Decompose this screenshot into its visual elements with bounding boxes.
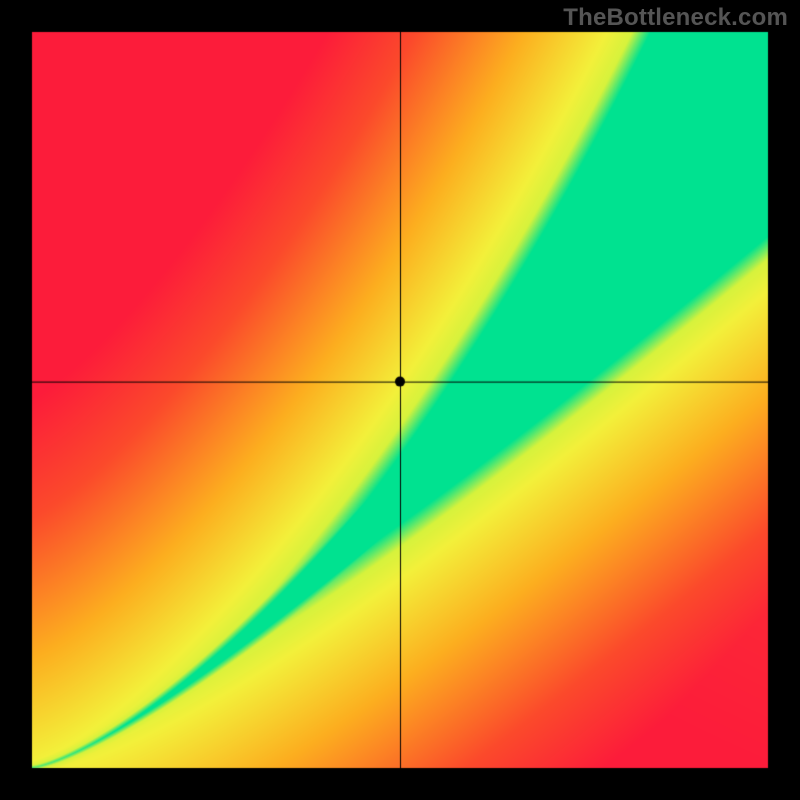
bottleneck-heatmap (0, 0, 800, 800)
chart-stage: TheBottleneck.com (0, 0, 800, 800)
